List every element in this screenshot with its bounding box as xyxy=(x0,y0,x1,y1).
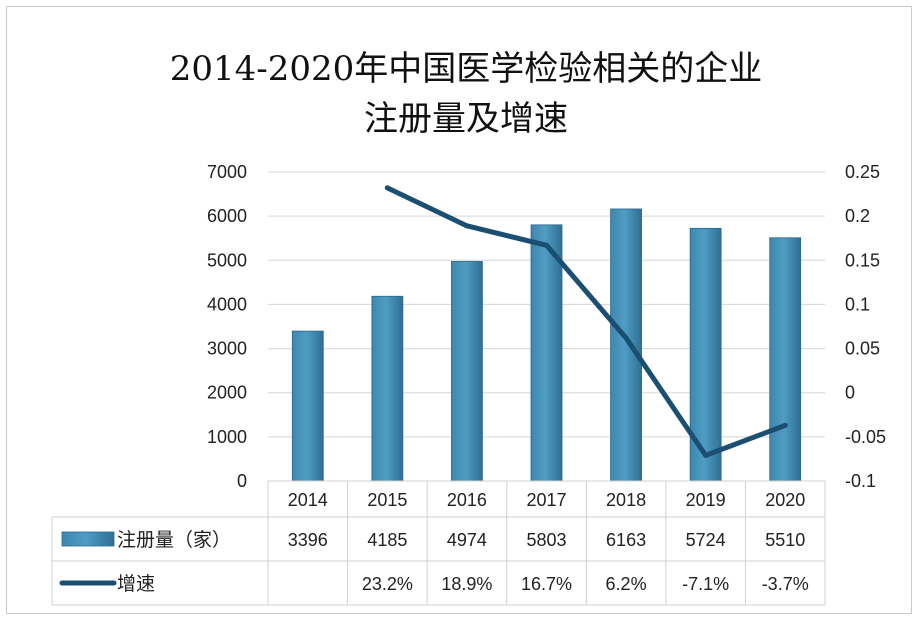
growth-value-label: -3.7% xyxy=(762,574,809,594)
category-label: 2018 xyxy=(606,490,646,510)
left-tick-label: 3000 xyxy=(207,339,247,359)
growth-point-2019 xyxy=(703,452,709,458)
growth-value-label: -7.1% xyxy=(682,574,729,594)
bar-value-label: 4185 xyxy=(367,530,407,550)
growth-point-2017 xyxy=(544,242,549,248)
left-tick-label: 5000 xyxy=(207,250,247,270)
bar-2018 xyxy=(610,208,642,482)
bar-2014 xyxy=(291,330,324,482)
growth-value-label: 18.9% xyxy=(441,574,492,594)
right-tick-label: -0.1 xyxy=(845,471,876,491)
growth-value-label: 16.7% xyxy=(521,574,572,594)
category-label: 2015 xyxy=(367,490,407,510)
line-series xyxy=(384,185,788,458)
growth-value-label: 6.2% xyxy=(606,574,647,594)
bar-value-label: 3396 xyxy=(288,530,328,550)
left-axis: 0 1000 2000 3000 4000 5000 6000 7000 xyxy=(207,162,247,491)
growth-value-label: 23.2% xyxy=(362,574,413,594)
left-tick-label: 1000 xyxy=(207,427,247,447)
bar-value-label: 4974 xyxy=(447,530,487,550)
right-axis: -0.1 -0.05 0 0.05 0.1 0.15 0.2 0.25 xyxy=(845,162,886,491)
right-tick-label: 0.25 xyxy=(845,162,880,182)
right-tick-label: 0.15 xyxy=(845,250,880,270)
right-tick-label: 0.2 xyxy=(845,206,870,226)
legend-line-label: 增速 xyxy=(117,573,155,595)
bar-2020 xyxy=(769,237,802,482)
right-tick-label: 0.05 xyxy=(845,339,880,359)
bar-2016 xyxy=(451,261,483,482)
right-tick-label: 0 xyxy=(845,383,855,403)
left-tick-label: 4000 xyxy=(207,294,247,314)
left-tick-label: 7000 xyxy=(207,162,247,182)
data-table: 2014 2015 2016 2017 2018 2019 2020 注册量（家） 增速 3396… xyxy=(51,480,826,606)
growth-point-2020 xyxy=(782,422,788,428)
growth-point-2016 xyxy=(464,223,470,229)
bar-series xyxy=(291,208,802,482)
growth-point-2018 xyxy=(623,335,629,341)
category-label: 2020 xyxy=(765,490,805,510)
bar-2017 xyxy=(530,224,563,482)
chart-title-line1: 2014-2020年中国医学检验相关的企业 xyxy=(170,49,763,89)
growth-line xyxy=(384,185,788,458)
left-tick-label: 2000 xyxy=(207,383,247,403)
right-tick-label: -0.05 xyxy=(845,427,886,447)
bar-2015 xyxy=(371,295,404,482)
legend-bar-swatch xyxy=(61,531,115,547)
bar-value-label: 5724 xyxy=(686,530,726,550)
chart-title-line2: 注册量及增速 xyxy=(364,99,568,139)
category-label: 2016 xyxy=(447,490,487,510)
growth-point-2015 xyxy=(384,185,390,191)
bar-value-label: 5510 xyxy=(765,530,805,550)
left-tick-label: 0 xyxy=(237,471,247,491)
right-tick-label: 0.1 xyxy=(845,294,870,314)
category-label: 2017 xyxy=(526,490,566,510)
category-label: 2019 xyxy=(686,490,726,510)
bar-value-label: 6163 xyxy=(606,530,646,550)
legend-bar-label: 注册量（家） xyxy=(117,529,231,551)
bar-value-label: 5803 xyxy=(526,530,566,550)
category-label: 2014 xyxy=(288,490,328,510)
left-tick-label: 6000 xyxy=(207,206,247,226)
